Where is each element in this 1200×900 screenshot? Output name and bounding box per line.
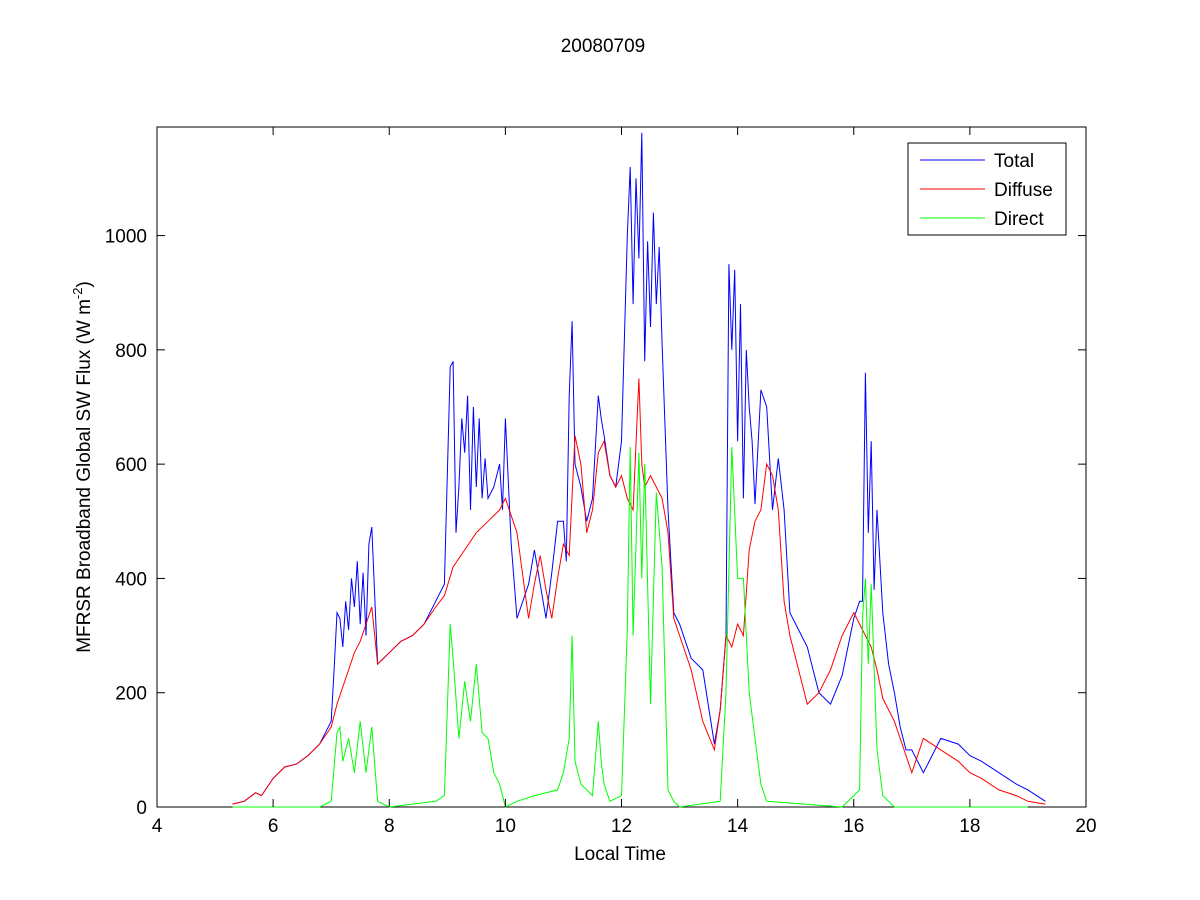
series-line-direct <box>232 446 1028 808</box>
x-tick-label: 20 <box>1075 816 1096 837</box>
y-tick-label: 1000 <box>105 227 147 248</box>
x-tick-label: 12 <box>611 816 632 837</box>
y-tick-label: 600 <box>115 455 147 476</box>
y-tick-label: 400 <box>115 569 147 590</box>
x-tick-label: 6 <box>268 816 279 837</box>
plot-area <box>156 126 1087 808</box>
y-axis-label-superscript: -2 <box>70 288 85 300</box>
x-axis-ticks: 4 6 8 10 12 14 16 18 20 <box>152 127 1097 837</box>
y-tick-label: 0 <box>136 798 147 819</box>
legend: Total Diffuse Direct <box>907 142 1067 236</box>
x-axis-label: Local Time <box>574 844 666 865</box>
series-layer <box>232 132 1046 808</box>
series-line-diffuse <box>232 378 1046 805</box>
x-tick-label: 4 <box>152 816 163 837</box>
x-tick-label: 8 <box>384 816 395 837</box>
y-tick-label: 800 <box>115 341 147 362</box>
legend-label-diffuse: Diffuse <box>994 180 1053 201</box>
legend-label-direct: Direct <box>994 209 1044 230</box>
x-tick-label: 10 <box>495 816 516 837</box>
x-tick-label: 18 <box>959 816 980 837</box>
y-axis-ticks: 0 200 400 600 800 1000 <box>105 227 1086 819</box>
legend-label-total: Total <box>994 151 1034 172</box>
x-tick-label: 16 <box>843 816 864 837</box>
y-tick-label: 200 <box>115 684 147 705</box>
x-tick-label: 14 <box>727 816 749 837</box>
y-axis-label: MFRSR Broadband Global SW Flux (W m-2) <box>70 281 95 653</box>
y-axis-label-close: ) <box>74 281 95 287</box>
y-axis-label-main: MFRSR Broadband Global SW Flux (W m <box>74 299 95 653</box>
chart-title: 20080709 <box>561 36 646 57</box>
